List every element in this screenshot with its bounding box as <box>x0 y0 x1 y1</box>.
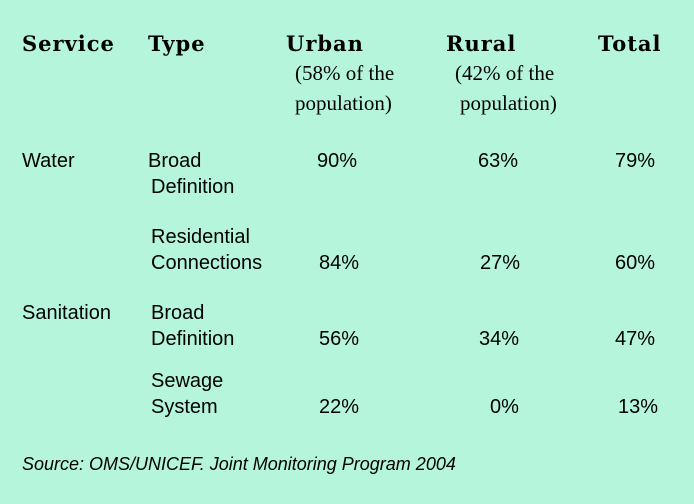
row-type-line1: Sewage <box>151 370 224 392</box>
urban-population-note-line2: population) <box>295 91 392 115</box>
row-total-value: 60% <box>615 252 656 274</box>
header-type: Type <box>148 31 206 56</box>
row-urban-value: 84% <box>319 252 360 274</box>
row-type-line1: Broad <box>148 150 202 172</box>
row-type-line2: Definition <box>151 328 235 350</box>
rural-population-note-line1: (42% of the <box>455 61 555 85</box>
row-urban-value: 22% <box>319 396 360 418</box>
row-total-value: 13% <box>618 396 659 418</box>
urban-population-note-line1: (58% of the <box>295 61 395 85</box>
row-urban-value: 56% <box>319 328 360 350</box>
row-type-line2: System <box>151 396 218 418</box>
row-service: Sanitation <box>22 302 111 324</box>
rural-population-note-line2: population) <box>460 91 557 115</box>
row-rural-value: 0% <box>490 396 519 418</box>
header-rural: Rural <box>446 31 517 56</box>
row-type-line2: Definition <box>151 176 235 198</box>
header-total: Total <box>598 31 662 56</box>
header-urban: Urban <box>286 31 364 56</box>
row-type-line1: Residential <box>151 226 250 248</box>
row-total-value: 47% <box>615 328 656 350</box>
row-type-line1: Broad <box>151 302 205 324</box>
source-citation: Source: OMS/UNICEF. Joint Monitoring Pro… <box>22 454 456 474</box>
row-service: Water <box>22 150 75 172</box>
header-service: Service <box>22 31 115 56</box>
row-total-value: 79% <box>615 150 656 172</box>
row-rural-value: 34% <box>479 328 520 350</box>
row-rural-value: 27% <box>480 252 521 274</box>
row-urban-value: 90% <box>317 150 358 172</box>
row-rural-value: 63% <box>478 150 519 172</box>
row-type-line2: Connections <box>151 252 263 274</box>
